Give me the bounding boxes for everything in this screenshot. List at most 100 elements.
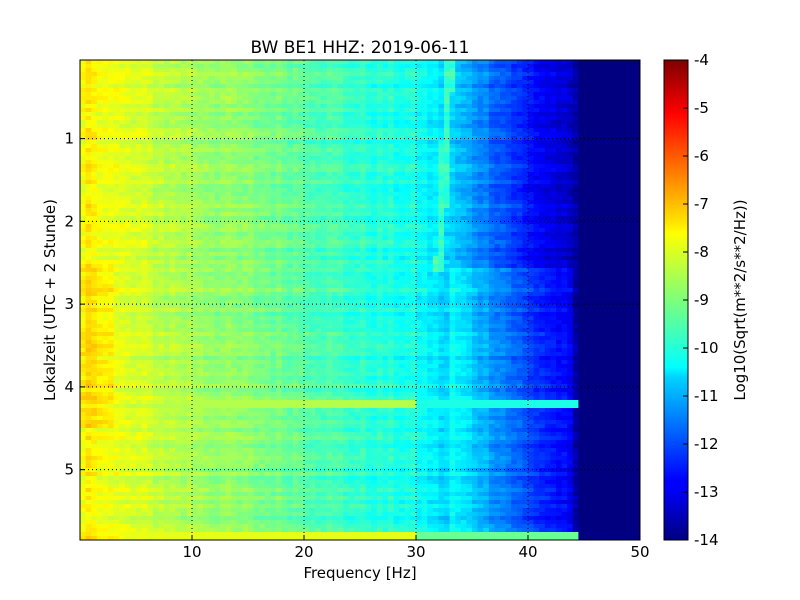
heatmap-cell — [589, 116, 596, 121]
heatmap-cell — [522, 224, 529, 229]
heatmap-cell — [197, 92, 204, 97]
heatmap-cell — [494, 120, 501, 125]
heatmap-cell — [539, 60, 546, 65]
heatmap-cell — [444, 256, 451, 261]
heatmap-cell — [589, 172, 596, 177]
heatmap-cell — [371, 80, 378, 85]
heatmap-cell — [102, 224, 109, 229]
heatmap-cell — [572, 176, 579, 181]
heatmap-cell — [242, 108, 249, 113]
heatmap-cell — [623, 104, 630, 109]
heatmap-cell — [315, 80, 322, 85]
heatmap-cell — [158, 104, 165, 109]
heatmap-cell — [623, 152, 630, 157]
heatmap-cell — [320, 172, 327, 177]
heatmap-cell — [354, 128, 361, 133]
heatmap-cell — [320, 236, 327, 241]
heatmap-cell — [214, 92, 221, 97]
heatmap-cell — [242, 64, 249, 69]
heatmap-cell — [455, 248, 462, 253]
heatmap-cell — [326, 60, 333, 65]
heatmap-cell — [556, 172, 563, 177]
heatmap-cell — [242, 232, 249, 237]
heatmap-cell — [511, 64, 518, 69]
heatmap-cell — [528, 84, 535, 89]
heatmap-cell — [567, 256, 574, 261]
heatmap-cell — [365, 212, 372, 217]
heatmap-cell — [119, 236, 126, 241]
heatmap-cell — [444, 176, 451, 181]
heatmap-cell — [130, 252, 137, 257]
heatmap-cell — [276, 148, 283, 153]
heatmap-cell — [449, 96, 456, 101]
heatmap-cell — [164, 104, 171, 109]
heatmap-cell — [276, 144, 283, 149]
heatmap-cell — [550, 228, 557, 233]
heatmap-cell — [612, 136, 619, 141]
heatmap-cell — [416, 180, 423, 185]
heatmap-cell — [623, 116, 630, 121]
heatmap-cell — [544, 244, 551, 249]
heatmap-cell — [158, 164, 165, 169]
heatmap-cell — [522, 200, 529, 205]
heatmap-cell — [337, 216, 344, 221]
heatmap-cell — [164, 252, 171, 257]
heatmap-cell — [186, 116, 193, 121]
heatmap-cell — [516, 256, 523, 261]
heatmap-cell — [617, 60, 624, 65]
heatmap-cell — [158, 176, 165, 181]
heatmap-cell — [421, 212, 428, 217]
heatmap-cell — [304, 80, 311, 85]
heatmap-cell — [438, 116, 445, 121]
heatmap-cell — [421, 208, 428, 213]
heatmap-cell — [427, 244, 434, 249]
heatmap-cell — [102, 172, 109, 177]
heatmap-cell — [617, 244, 624, 249]
heatmap-cell — [158, 128, 165, 133]
heatmap-cell — [477, 164, 484, 169]
heatmap-cell — [628, 144, 635, 149]
heatmap-cell — [365, 252, 372, 257]
heatmap-cell — [511, 160, 518, 165]
heatmap-cell — [197, 124, 204, 129]
heatmap-cell — [617, 172, 624, 177]
heatmap-cell — [466, 244, 473, 249]
heatmap-cell — [567, 144, 574, 149]
heatmap-cell — [231, 244, 238, 249]
heatmap-cell — [208, 212, 215, 217]
heatmap-cell — [533, 96, 540, 101]
heatmap-cell — [382, 160, 389, 165]
heatmap-cell — [528, 92, 535, 97]
heatmap-cell — [578, 136, 585, 141]
heatmap-cell — [343, 216, 350, 221]
heatmap-cell — [354, 80, 361, 85]
heatmap-cell — [612, 112, 619, 117]
heatmap-cell — [550, 140, 557, 145]
heatmap-cell — [214, 208, 221, 213]
heatmap-cell — [85, 100, 92, 105]
heatmap-cell — [460, 184, 467, 189]
heatmap-cell — [91, 180, 98, 185]
heatmap-cell — [203, 132, 210, 137]
heatmap-cell — [584, 188, 591, 193]
heatmap-cell — [192, 84, 199, 89]
heatmap-cell — [130, 212, 137, 217]
heatmap-cell — [572, 220, 579, 225]
heatmap-cell — [259, 152, 266, 157]
heatmap-cell — [488, 192, 495, 197]
heatmap-cell — [399, 228, 406, 233]
heatmap-cell — [505, 80, 512, 85]
heatmap-cell — [164, 224, 171, 229]
heatmap-cell — [242, 76, 249, 81]
heatmap-cell — [231, 256, 238, 261]
heatmap-cell — [628, 64, 635, 69]
heatmap-cell — [572, 136, 579, 141]
heatmap-cell — [427, 68, 434, 73]
heatmap-cell — [242, 188, 249, 193]
heatmap-cell — [203, 104, 210, 109]
heatmap-cell — [253, 68, 260, 73]
heatmap-cell — [108, 236, 115, 241]
heatmap-cell — [600, 72, 607, 77]
heatmap-cell — [606, 244, 613, 249]
heatmap-cell — [270, 220, 277, 225]
